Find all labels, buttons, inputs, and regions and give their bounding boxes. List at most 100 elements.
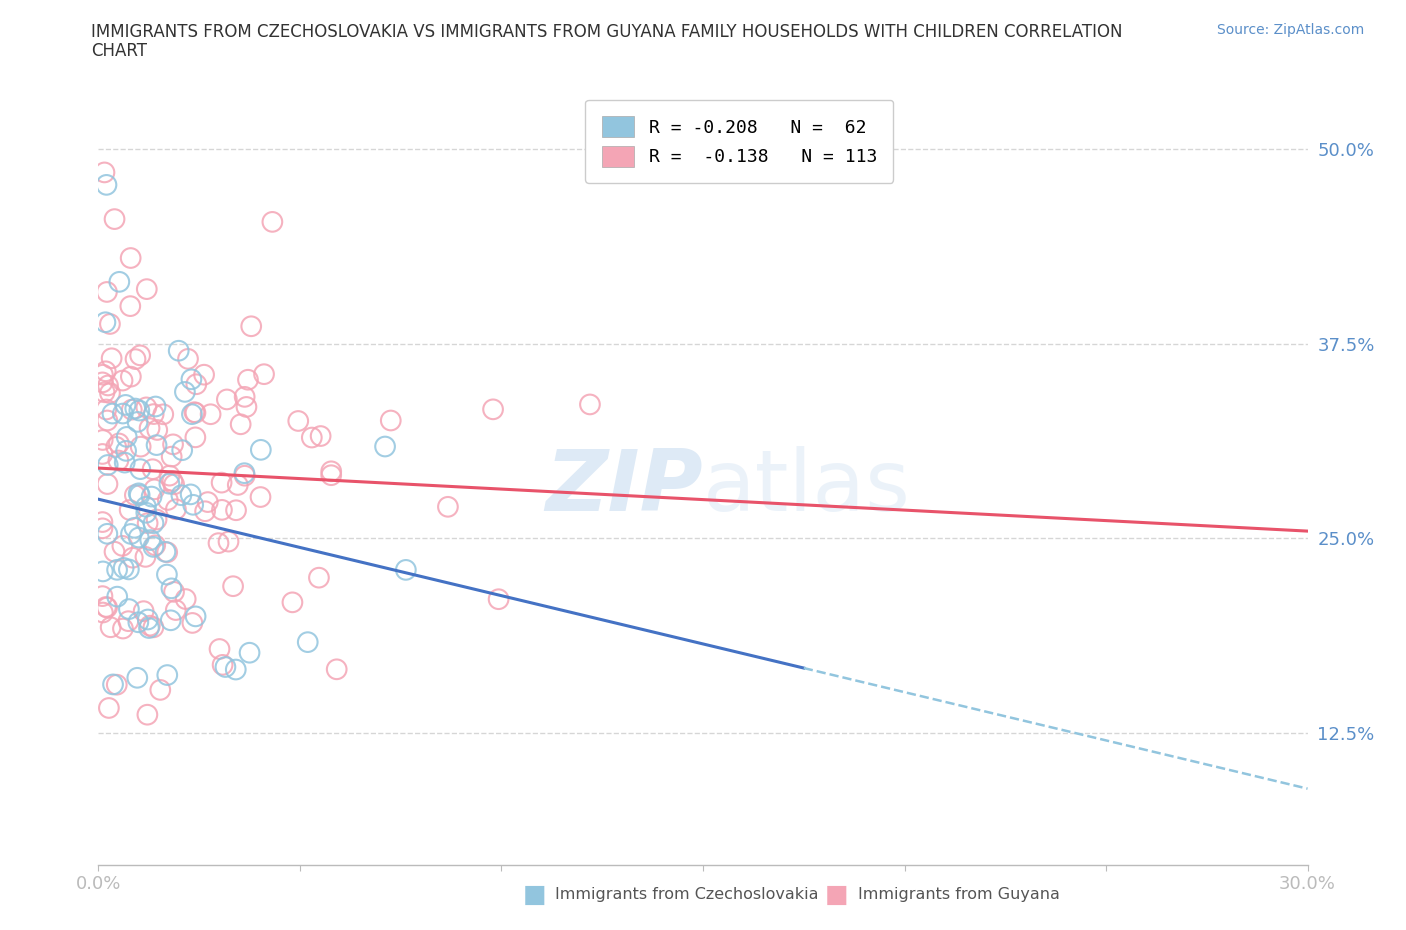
Point — [180, 372, 202, 387]
Point — [181, 616, 204, 631]
Point — [287, 414, 309, 429]
Point — [121, 551, 143, 565]
Point — [229, 417, 252, 432]
Text: atlas: atlas — [703, 446, 911, 529]
Point — [155, 544, 177, 559]
Point — [163, 477, 186, 492]
Point — [94, 364, 117, 379]
Point — [100, 619, 122, 634]
Point — [96, 285, 118, 299]
Point — [101, 677, 124, 692]
Point — [121, 402, 143, 417]
Point — [98, 386, 121, 401]
Point — [142, 516, 165, 531]
Point — [143, 538, 166, 552]
Point — [181, 498, 204, 512]
Point — [214, 659, 236, 674]
Point — [374, 439, 396, 454]
Point — [139, 618, 162, 633]
Point — [93, 165, 115, 179]
Point — [103, 544, 125, 559]
Point — [91, 605, 114, 620]
Point — [226, 477, 249, 492]
Point — [117, 614, 139, 629]
Point — [184, 609, 207, 624]
Point — [233, 390, 256, 405]
Point — [160, 449, 183, 464]
Point — [207, 536, 229, 551]
Point — [128, 530, 150, 545]
Point — [145, 438, 167, 453]
Point — [162, 473, 184, 488]
Point — [103, 212, 125, 227]
Point — [142, 620, 165, 635]
Point — [211, 658, 233, 672]
Legend: R = -0.208   N =  62, R =  -0.138   N = 113: R = -0.208 N = 62, R = -0.138 N = 113 — [585, 100, 893, 183]
Point — [136, 516, 159, 531]
Point — [105, 590, 128, 604]
Point — [174, 591, 197, 606]
Point — [579, 397, 602, 412]
Point — [100, 351, 122, 365]
Point — [127, 415, 149, 430]
Point — [297, 634, 319, 649]
Point — [184, 430, 207, 445]
Point — [240, 319, 263, 334]
Point — [215, 392, 238, 406]
Point — [124, 521, 146, 536]
Point — [250, 443, 273, 458]
Point — [167, 343, 190, 358]
Point — [321, 468, 343, 483]
Point — [321, 464, 343, 479]
Point — [156, 545, 179, 560]
Text: ■: ■ — [523, 883, 546, 907]
Point — [136, 707, 159, 722]
Point — [128, 403, 150, 418]
Point — [249, 489, 271, 504]
Point — [152, 406, 174, 421]
Point — [170, 487, 193, 502]
Point — [108, 436, 131, 451]
Point — [482, 402, 505, 417]
Point — [96, 178, 118, 193]
Point — [128, 485, 150, 500]
Point — [96, 402, 118, 417]
Point — [127, 615, 149, 630]
Point — [233, 466, 256, 481]
Point — [262, 215, 284, 230]
Point — [111, 621, 134, 636]
Point — [115, 430, 138, 445]
Point — [156, 668, 179, 683]
Point — [118, 562, 141, 577]
Point — [91, 367, 114, 382]
Point — [156, 493, 179, 508]
Text: Source: ZipAtlas.com: Source: ZipAtlas.com — [1216, 23, 1364, 37]
Point — [105, 677, 128, 692]
Point — [118, 602, 141, 617]
Point — [105, 563, 128, 578]
Point — [128, 487, 150, 502]
Point — [120, 250, 142, 265]
Point — [124, 487, 146, 502]
Point — [138, 620, 160, 635]
Point — [174, 384, 197, 399]
Point — [162, 437, 184, 452]
Point — [208, 642, 231, 657]
Point — [183, 405, 205, 419]
Point — [115, 444, 138, 458]
Point — [108, 274, 131, 289]
Point — [142, 539, 165, 554]
Point — [253, 366, 276, 381]
Point — [114, 397, 136, 412]
Point — [97, 700, 120, 715]
Point — [132, 604, 155, 618]
Point — [238, 645, 260, 660]
Point — [308, 570, 330, 585]
Point — [437, 499, 460, 514]
Point — [159, 468, 181, 483]
Point — [325, 662, 347, 677]
Point — [111, 538, 134, 553]
Point — [91, 521, 114, 536]
Point — [111, 406, 134, 421]
Point — [159, 613, 181, 628]
